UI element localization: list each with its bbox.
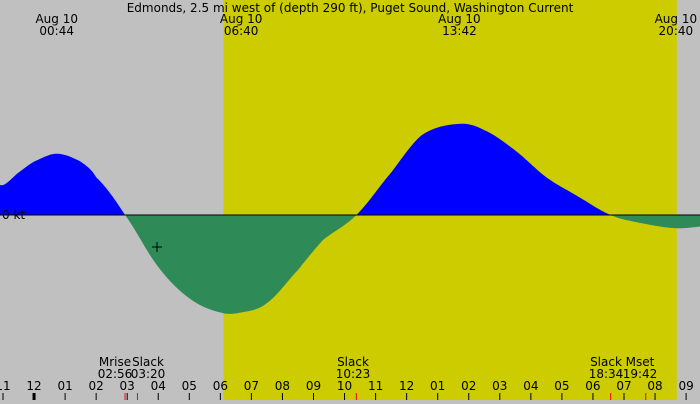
hour-tick-label-20: 07: [616, 379, 631, 393]
peak-time-3: 20:40: [659, 24, 694, 38]
hour-tick-label-1: 12: [26, 379, 41, 393]
hour-tick-label-15: 02: [461, 379, 476, 393]
ebb-area-1: [126, 215, 357, 314]
hour-tick-label-4: 03: [120, 379, 135, 393]
hour-tick-label-14: 01: [430, 379, 445, 393]
current-areas: [0, 123, 700, 314]
flood-area-2: [357, 123, 611, 215]
hour-tick-label-12: 11: [368, 379, 383, 393]
hour-tick-label-11: 10: [337, 379, 352, 393]
chart-title: Edmonds, 2.5 mi west of (depth 290 ft), …: [127, 1, 574, 15]
event-label-2: Slack: [337, 355, 369, 369]
peak-date-3: Aug 10: [655, 12, 698, 26]
hour-tick-label-10: 09: [306, 379, 321, 393]
event-time-1: 03:20: [131, 367, 166, 381]
peak-date-2: Aug 10: [438, 12, 481, 26]
hour-tick-label-5: 04: [151, 379, 166, 393]
event-time-2: 10:23: [336, 367, 371, 381]
hour-tick-label-16: 03: [492, 379, 507, 393]
event-label-3: Slack: [590, 355, 622, 369]
hour-tick-label-9: 08: [275, 379, 290, 393]
peak-time-2: 13:42: [442, 24, 477, 38]
hour-tick-label-2: 01: [57, 379, 72, 393]
hour-tick-label-18: 05: [554, 379, 569, 393]
zero-label: 0 kt: [2, 208, 25, 222]
hour-ticks: 11 12 01 02 03 04 05 06 07 08 09 10 11 12 01 02 03 04 05 06…: [0, 379, 694, 400]
ebb-area-3: [611, 215, 700, 229]
peak-date-1: Aug 10: [220, 12, 263, 26]
event-labels: Mrise02:56Slack03:20Slack10:23Slack18:34…: [98, 355, 658, 381]
hour-tick-label-0: 11: [0, 379, 11, 393]
event-time-0: 02:56: [98, 367, 133, 381]
peak-time-0: 00:44: [39, 24, 74, 38]
hour-tick-label-22: 09: [678, 379, 693, 393]
event-label-1: Slack: [132, 355, 164, 369]
hour-tick-label-13: 12: [399, 379, 414, 393]
hour-tick-label-6: 05: [182, 379, 197, 393]
crosshair-cursor: [152, 242, 162, 252]
hour-tick-label-17: 04: [523, 379, 538, 393]
hour-tick-label-3: 02: [89, 379, 104, 393]
hour-tick-label-8: 07: [244, 379, 259, 393]
hour-tick-label-7: 06: [213, 379, 228, 393]
event-label-0: Mrise: [99, 355, 131, 369]
event-time-4: 19:42: [623, 367, 658, 381]
hour-tick-label-19: 06: [585, 379, 600, 393]
peak-time-1: 06:40: [224, 24, 259, 38]
peak-date-0: Aug 10: [35, 12, 78, 26]
hour-tick-label-21: 08: [647, 379, 662, 393]
event-time-3: 18:34: [589, 367, 624, 381]
event-label-4: Mset: [626, 355, 655, 369]
flood-area-0: [0, 153, 126, 215]
